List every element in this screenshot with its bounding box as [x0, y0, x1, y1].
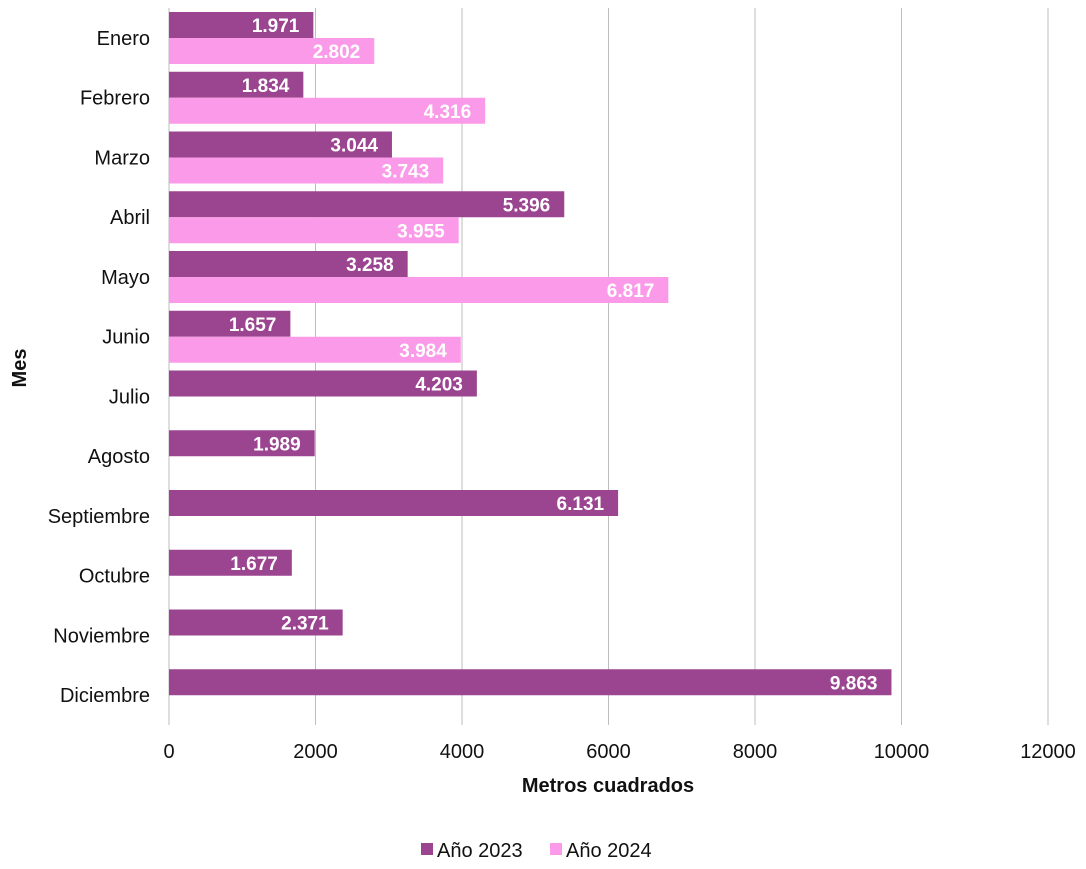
x-tick-label: 6000 — [586, 741, 631, 763]
bar — [169, 336, 461, 363]
bar-value-label: 3.955 — [397, 221, 445, 242]
bar-value-label: 2.371 — [281, 614, 329, 635]
category-label: Mayo — [101, 267, 150, 289]
category-label: Septiembre — [48, 506, 150, 528]
bar — [169, 490, 619, 516]
bar — [169, 157, 444, 184]
category-label: Noviembre — [53, 625, 150, 647]
category-label: Julio — [109, 386, 150, 408]
bar — [169, 277, 669, 303]
y-axis-title: Mes — [9, 349, 31, 388]
bar-value-label: 3.258 — [346, 255, 394, 276]
x-tick-label: 2000 — [293, 741, 338, 763]
x-tick-labels: 0 2000 4000 6000 8000 10000 12000 — [163, 741, 1075, 763]
bar — [169, 669, 892, 696]
bar-value-label: 1.677 — [230, 554, 278, 575]
category-label: Diciembre — [60, 685, 150, 707]
x-tick-label: 0 — [163, 741, 174, 763]
bar-value-label: 1.989 — [253, 434, 301, 455]
legend-label: Año 2023 — [437, 840, 523, 862]
bar-value-label: 2.802 — [313, 42, 361, 63]
bar-value-label: 1.834 — [242, 76, 290, 97]
x-tick-label: 4000 — [440, 741, 485, 763]
bar-value-label: 9.863 — [830, 673, 878, 694]
legend-label: Año 2024 — [566, 840, 652, 862]
legend-swatch — [421, 843, 433, 855]
legend-swatch — [550, 843, 562, 855]
bar — [169, 131, 392, 158]
x-tick-label: 8000 — [733, 741, 778, 763]
bar-value-label: 3.044 — [330, 136, 378, 157]
x-axis-title: Metros cuadrados — [522, 775, 694, 797]
bar — [169, 609, 343, 636]
bar — [169, 38, 375, 64]
bar — [169, 430, 315, 457]
bar-value-label: 5.396 — [503, 195, 551, 216]
category-label: Agosto — [88, 446, 150, 468]
bar — [169, 97, 486, 124]
bar — [169, 217, 459, 244]
bar-value-label: 3.743 — [382, 162, 430, 183]
legend: Año 2023 Año 2024 — [421, 840, 652, 862]
bar — [169, 549, 292, 576]
bar — [169, 370, 477, 397]
bar-value-label: 1.657 — [229, 315, 277, 336]
bar — [169, 310, 291, 337]
bar-value-label: 1.971 — [252, 16, 300, 37]
bar — [169, 251, 408, 277]
bar-value-label: 6.817 — [607, 281, 655, 302]
x-tick-label: 12000 — [1020, 741, 1076, 763]
bar-value-label: 4.316 — [424, 102, 472, 123]
category-label: Abril — [110, 207, 150, 229]
bar — [169, 71, 304, 98]
category-label: Marzo — [94, 147, 150, 169]
bar-value-label: 4.203 — [415, 375, 463, 396]
bar — [169, 191, 565, 218]
category-label: Octubre — [79, 566, 150, 588]
bars — [169, 12, 892, 696]
category-label: Enero — [97, 28, 150, 50]
bar — [169, 12, 314, 38]
x-tick-label: 10000 — [874, 741, 930, 763]
grid-lines — [168, 8, 1049, 725]
bar-value-label: 6.131 — [557, 494, 605, 515]
bar-value-label: 3.984 — [399, 341, 447, 362]
category-labels: Enero Febrero Marzo Abril Mayo Junio Julio Agos… — [48, 28, 150, 707]
category-label: Febrero — [80, 88, 150, 110]
category-label: Junio — [102, 327, 150, 349]
